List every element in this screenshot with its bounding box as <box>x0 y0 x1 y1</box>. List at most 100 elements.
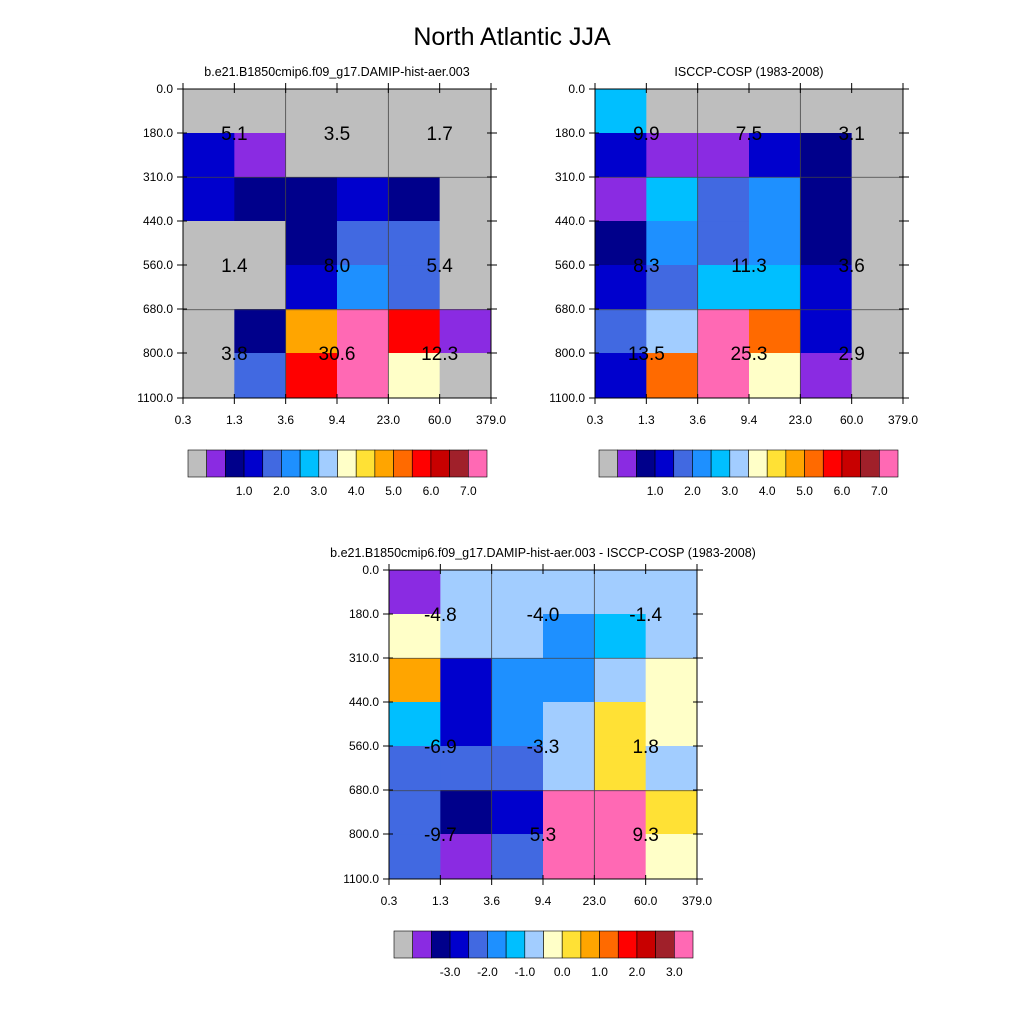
y-tick-label: 560.0 <box>143 258 173 272</box>
heatmap-cell <box>543 834 595 880</box>
panel-1: b.e21.B1850cmip6.f09_g17.DAMIP-hist-aer.… <box>137 65 506 498</box>
y-tick-label: 680.0 <box>143 302 173 316</box>
colorbar-swatch <box>505 930 526 959</box>
block-value: 7.5 <box>736 124 762 145</box>
heatmap-cell <box>389 658 441 703</box>
heatmap-cell <box>389 570 441 615</box>
heatmap-cell <box>183 177 235 222</box>
colorbar-label: 1.0 <box>591 965 608 979</box>
heatmap-cell <box>543 790 595 835</box>
heatmap-cell <box>595 221 647 266</box>
block-value: -3.3 <box>527 737 560 758</box>
heatmap-cell <box>851 133 904 178</box>
heatmap-cell <box>749 309 801 354</box>
heatmap-cell <box>543 570 595 615</box>
block-value: -4.0 <box>527 605 560 626</box>
colorbar-swatch <box>468 449 488 478</box>
x-tick-label: 60.0 <box>840 413 864 427</box>
colorbar-swatch <box>449 930 470 959</box>
colorbar-swatch <box>206 449 226 478</box>
colorbar-label: 2.0 <box>629 965 646 979</box>
colorbar-label: 1.0 <box>236 484 253 498</box>
colorbar-swatch <box>879 449 899 478</box>
x-tick-label: 9.4 <box>535 894 552 908</box>
colorbar-swatch <box>281 449 301 478</box>
heatmap-cell <box>645 658 698 703</box>
colorbar-swatch <box>225 449 245 478</box>
heatmap-cell <box>285 177 338 222</box>
colorbar-swatch <box>673 449 693 478</box>
heatmap-cell <box>389 614 441 659</box>
x-tick-label: 379.0 <box>476 413 506 427</box>
colorbar-swatch <box>785 449 805 478</box>
colorbar-swatch <box>412 930 432 959</box>
x-tick-label: 3.6 <box>689 413 706 427</box>
heatmap-cell <box>646 309 699 354</box>
heatmap-cell <box>646 353 699 399</box>
colorbar-swatch <box>299 449 320 478</box>
colorbar-swatch <box>804 449 824 478</box>
panel-3: b.e21.B1850cmip6.f09_g17.DAMIP-hist-aer.… <box>330 546 756 979</box>
colorbar-swatch <box>860 449 880 478</box>
heatmap-cell <box>594 746 647 791</box>
heatmap-cell <box>285 265 338 310</box>
x-tick-label: 9.4 <box>741 413 758 427</box>
y-tick-label: 800.0 <box>349 827 379 841</box>
y-tick-label: 680.0 <box>349 783 379 797</box>
colorbar-swatch <box>636 930 656 959</box>
colorbar-label: 3.0 <box>666 965 683 979</box>
colorbar-swatch <box>487 930 507 959</box>
heatmap-cell <box>800 353 853 399</box>
panel-title: b.e21.B1850cmip6.f09_g17.DAMIP-hist-aer.… <box>330 546 756 560</box>
heatmap-cell <box>183 353 235 399</box>
colorbar-swatch <box>674 930 694 959</box>
y-tick-label: 1100.0 <box>137 391 173 405</box>
block-value: 5.3 <box>530 825 556 846</box>
colorbar-swatch <box>598 449 618 478</box>
x-tick-label: 60.0 <box>634 894 658 908</box>
colorbar-swatch <box>337 449 357 478</box>
heatmap-cell <box>645 790 698 835</box>
heatmap-cell <box>646 89 699 134</box>
panel-title: b.e21.B1850cmip6.f09_g17.DAMIP-hist-aer.… <box>204 65 469 79</box>
panel-2: ISCCP-COSP (1983-2008) 0.0 180.0 310.0 440.0… <box>549 65 918 498</box>
x-tick-label: 23.0 <box>583 894 607 908</box>
heatmap-cell <box>439 177 492 222</box>
heatmap-cell <box>440 834 493 880</box>
x-tick-label: 0.3 <box>175 413 192 427</box>
colorbar-swatch <box>692 449 712 478</box>
x-tick-label: 1.3 <box>226 413 243 427</box>
y-tick-label: 560.0 <box>349 739 379 753</box>
heatmap-cell <box>543 746 595 791</box>
heatmap-cell <box>183 309 235 354</box>
colorbar-label: 2.0 <box>273 484 290 498</box>
heatmap-cell <box>491 658 544 703</box>
figure-title: North Atlantic JJA <box>413 23 611 51</box>
colorbar-label: 6.0 <box>423 484 440 498</box>
x-tick-label: 3.6 <box>483 894 500 908</box>
block-value: 13.5 <box>628 344 665 365</box>
heatmap-cell <box>439 133 492 178</box>
heatmap-cell <box>749 133 801 178</box>
heatmap-cell <box>800 89 853 134</box>
heatmap-cell <box>595 353 647 399</box>
colorbar-label: 3.0 <box>310 484 327 498</box>
colorbar-swatch <box>655 930 675 959</box>
colorbar-label: 7.0 <box>460 484 477 498</box>
heatmap-cell <box>285 89 338 134</box>
x-tick-label: 379.0 <box>888 413 918 427</box>
y-tick-label: 800.0 <box>555 346 585 360</box>
heatmap-cell <box>234 89 287 134</box>
heatmap-cell <box>337 133 389 178</box>
heatmap-cell <box>440 570 493 615</box>
colorbar-swatch <box>411 449 432 478</box>
panel-title: ISCCP-COSP (1983-2008) <box>674 65 823 79</box>
heatmap-cell <box>491 746 544 791</box>
heatmap-cell <box>646 221 699 266</box>
colorbar-swatch <box>841 449 861 478</box>
heatmap-cell <box>645 570 698 615</box>
heatmap-cell <box>234 177 287 222</box>
colorbar-swatch <box>729 449 749 478</box>
colorbar-label: 4.0 <box>759 484 776 498</box>
heatmap-cell <box>851 353 904 399</box>
